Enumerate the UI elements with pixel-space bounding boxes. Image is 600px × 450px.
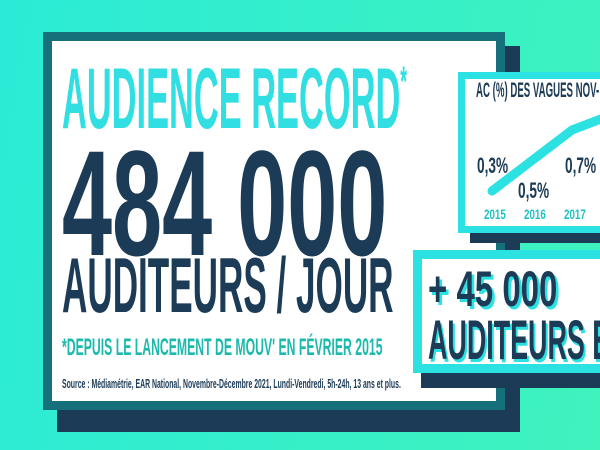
audience-big-number: 484 000 [62, 119, 388, 287]
trend-line [487, 114, 600, 196]
gain-unit-label: AUDITEURS E [428, 308, 600, 371]
x-axis-tick-2015: 2015 [484, 206, 506, 222]
gain-card [413, 250, 600, 373]
data-point-label-2017: 0,7% [565, 153, 597, 178]
headline-text: AUDIENCE RECORD [62, 51, 401, 147]
data-point-label-2016: 0,5% [518, 178, 550, 203]
chart-title: AC (%) DES VAGUES NOV- [476, 79, 600, 102]
chart-card [458, 72, 600, 233]
audience-trend-line-chart [487, 114, 600, 196]
headline: AUDIENCE RECORD* [62, 56, 407, 142]
data-point-label-2015: 0,3% [477, 153, 509, 178]
source-credit: Source : Médiamétrie, EAR National, Nove… [62, 376, 401, 391]
headline-asterisk: * [400, 57, 407, 106]
footnote: *DEPUIS LE LANCEMENT DE MOUV' EN FÉVRIER… [62, 334, 383, 361]
audience-unit-label: AUDITEURS / JOUR [62, 241, 394, 329]
gain-amount: + 45 000 [428, 261, 558, 317]
x-axis-tick-2016: 2016 [524, 206, 546, 222]
x-axis-tick-2017: 2017 [564, 206, 586, 222]
